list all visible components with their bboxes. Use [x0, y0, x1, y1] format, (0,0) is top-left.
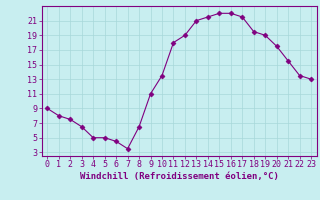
X-axis label: Windchill (Refroidissement éolien,°C): Windchill (Refroidissement éolien,°C) [80, 172, 279, 181]
